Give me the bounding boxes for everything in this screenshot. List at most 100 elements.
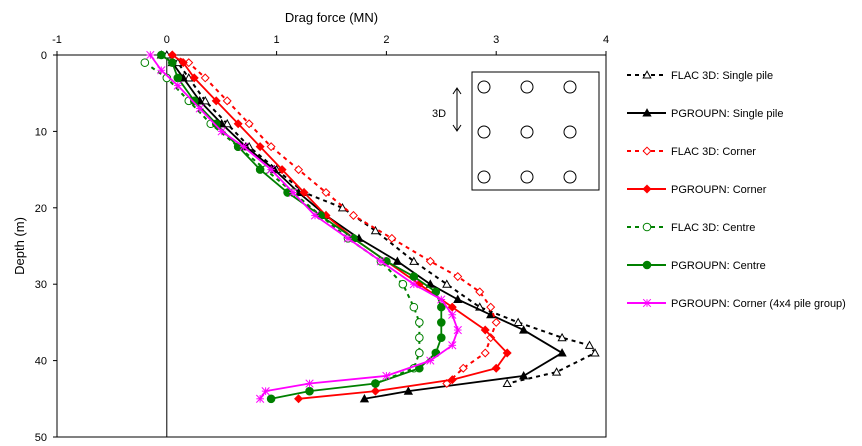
pile-circle bbox=[520, 125, 534, 139]
data-point bbox=[642, 184, 652, 194]
series-line bbox=[160, 54, 443, 400]
inset-frame bbox=[471, 71, 600, 191]
data-point bbox=[642, 70, 652, 79]
data-point bbox=[458, 363, 468, 373]
pile-circle bbox=[477, 80, 491, 94]
x-tick-label: 1 bbox=[274, 34, 280, 46]
data-point bbox=[261, 387, 270, 396]
data-point bbox=[409, 256, 419, 265]
spacing-arrowhead-down bbox=[452, 124, 462, 132]
data-point bbox=[453, 272, 463, 282]
data-point bbox=[475, 287, 485, 297]
data-point bbox=[442, 379, 452, 389]
data-point bbox=[222, 96, 232, 106]
data-point bbox=[173, 81, 182, 90]
data-point bbox=[437, 295, 446, 304]
data-point bbox=[211, 96, 221, 106]
data-point bbox=[447, 302, 457, 312]
data-point bbox=[189, 96, 199, 106]
series-2 bbox=[156, 50, 567, 403]
data-point bbox=[491, 363, 501, 373]
legend-item: PGROUPN: Single pile bbox=[627, 108, 784, 120]
series-4 bbox=[167, 50, 512, 404]
data-point bbox=[157, 66, 166, 75]
data-point bbox=[195, 104, 204, 113]
series-layer bbox=[140, 50, 600, 404]
data-point bbox=[398, 279, 408, 289]
y-tick-label: 40 bbox=[35, 356, 47, 368]
data-point bbox=[371, 379, 380, 388]
data-point bbox=[480, 348, 490, 358]
data-point bbox=[437, 302, 446, 312]
data-point bbox=[442, 279, 452, 288]
pile-circle bbox=[477, 170, 491, 184]
data-point bbox=[305, 379, 314, 388]
data-point bbox=[173, 73, 183, 83]
data-point bbox=[211, 119, 221, 129]
series-line bbox=[144, 61, 421, 385]
data-point bbox=[642, 222, 652, 232]
data-point bbox=[266, 165, 276, 174]
data-point bbox=[447, 375, 457, 385]
legend-label: PGROUPN: Corner (4x4 pile group) bbox=[671, 298, 846, 310]
x-axis-title: Drag force (MN) bbox=[285, 10, 378, 25]
data-point bbox=[502, 378, 512, 388]
data-point bbox=[294, 165, 304, 175]
data-point bbox=[217, 127, 226, 136]
data-point bbox=[491, 317, 501, 327]
data-point bbox=[305, 386, 314, 396]
data-point bbox=[178, 58, 188, 68]
legend-item: PGROUPN: Centre bbox=[627, 260, 766, 272]
data-point bbox=[200, 73, 210, 83]
data-point bbox=[409, 272, 419, 281]
data-point bbox=[409, 302, 419, 312]
legend-item: PGROUPN: Corner bbox=[627, 184, 767, 196]
legend-label: FLAC 3D: Centre bbox=[671, 222, 755, 234]
data-point bbox=[310, 211, 320, 220]
data-point bbox=[233, 119, 243, 129]
y-tick-label: 20 bbox=[35, 203, 47, 215]
data-point bbox=[590, 348, 600, 357]
data-point bbox=[392, 256, 403, 265]
data-point bbox=[486, 333, 496, 343]
x-tick-label: 4 bbox=[603, 34, 609, 46]
data-point bbox=[502, 348, 512, 358]
data-point bbox=[415, 333, 424, 342]
data-point bbox=[453, 325, 462, 335]
data-point bbox=[415, 318, 424, 327]
data-point bbox=[409, 280, 419, 289]
data-point bbox=[642, 146, 652, 156]
data-point bbox=[277, 165, 287, 175]
data-point bbox=[557, 332, 567, 342]
data-point bbox=[480, 325, 490, 335]
data-point bbox=[321, 188, 331, 198]
data-point bbox=[200, 96, 210, 105]
data-point bbox=[642, 260, 652, 270]
x-tick-label: 3 bbox=[493, 34, 499, 46]
y-axis-title: Depth (m) bbox=[12, 217, 27, 275]
legend-item: FLAC 3D: Single pile bbox=[627, 70, 773, 82]
legend-label: PGROUPN: Centre bbox=[671, 260, 766, 272]
legend-item: FLAC 3D: Centre bbox=[627, 222, 755, 234]
legend-label: FLAC 3D: Single pile bbox=[671, 70, 773, 82]
data-point bbox=[551, 367, 562, 376]
data-point bbox=[448, 310, 457, 319]
data-point bbox=[348, 210, 358, 220]
data-point bbox=[453, 294, 463, 304]
inset-spacing-label: 3D bbox=[432, 108, 446, 120]
data-point bbox=[266, 394, 276, 404]
data-point bbox=[557, 348, 567, 357]
pile-circle bbox=[520, 170, 534, 184]
data-point bbox=[140, 58, 150, 67]
pile-circle bbox=[563, 80, 577, 94]
data-point bbox=[437, 333, 446, 342]
series-7 bbox=[146, 50, 462, 403]
pile-circle bbox=[520, 80, 534, 94]
data-point bbox=[376, 257, 386, 266]
y-tick-label: 50 bbox=[35, 432, 47, 444]
data-point bbox=[642, 298, 652, 308]
data-point bbox=[519, 371, 529, 380]
data-point bbox=[437, 318, 446, 327]
data-point bbox=[157, 50, 166, 60]
